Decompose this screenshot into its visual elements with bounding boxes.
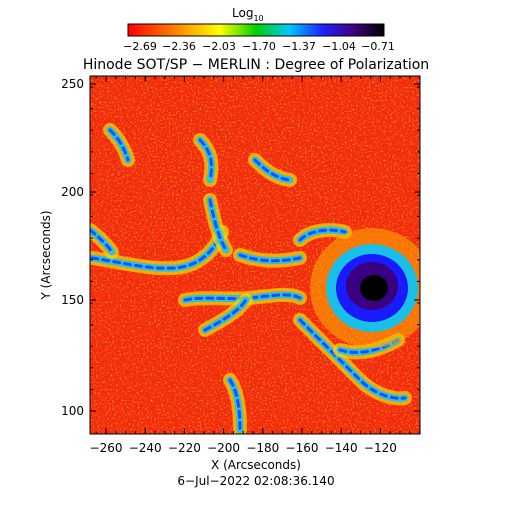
y-tick-label: 150 xyxy=(61,293,84,307)
x-tick-label: −160 xyxy=(286,441,319,455)
y-tick-label: 250 xyxy=(61,77,84,91)
plot-frame xyxy=(89,75,421,435)
x-tick-label: −140 xyxy=(325,441,358,455)
network-lane-peak xyxy=(253,158,292,182)
colorbar-tick-label: −1.37 xyxy=(282,40,316,53)
network-lane-peak xyxy=(298,228,347,242)
x-axis: −260 −240 −220 −200 −180 −160 −140 −120 xyxy=(90,76,421,455)
network-lane-peak xyxy=(90,230,224,270)
colorbar-tick-label: −1.04 xyxy=(322,40,356,53)
x-tick-label: −240 xyxy=(129,441,162,455)
colorbar-tick-label: −2.69 xyxy=(123,40,157,53)
polarization-map xyxy=(90,76,420,434)
colorbar-title: Log10 xyxy=(232,6,264,23)
y-axis-label: Y (Arcseconds) xyxy=(39,210,53,300)
network-lane-peak xyxy=(208,198,228,252)
colorbar-tick-label: −2.36 xyxy=(162,40,196,53)
colorbar-gradient xyxy=(127,23,385,37)
network-lane-peak xyxy=(238,253,302,263)
plot-title: Hinode SOT/SP − MERLIN : Degree of Polar… xyxy=(83,57,429,73)
y-tick-label: 200 xyxy=(61,185,84,199)
x-tick-label: −200 xyxy=(207,441,240,455)
sunspot-core xyxy=(360,275,388,301)
network-lane-peak xyxy=(228,378,242,432)
x-tick-label: −180 xyxy=(246,441,279,455)
colorbar-tick-label: −0.71 xyxy=(361,40,395,53)
x-tick-label: −120 xyxy=(364,441,397,455)
y-axis: 100 150 200 250 xyxy=(61,77,420,418)
network-lane-peak xyxy=(90,228,114,254)
colorbar-tick-label: −1.70 xyxy=(242,40,276,53)
colorbar-tick-label: −2.03 xyxy=(202,40,236,53)
colorbar-tick-labels: −2.69 −2.36 −2.03 −1.70 −1.37 −1.04 −0.71 xyxy=(123,40,395,53)
network-lane-peak xyxy=(298,318,407,400)
network-lane-peak xyxy=(198,138,214,182)
network-lane-peak xyxy=(203,298,248,332)
network-lane-peak xyxy=(108,128,130,162)
x-tick-label: −260 xyxy=(90,441,123,455)
colorbar: Log10 −2.69 −2.36 −2.03 −1.70 −1.37 −1.04 −0.7… xyxy=(123,6,395,53)
y-tick-label: 100 xyxy=(61,404,84,418)
x-tick-label: −220 xyxy=(168,441,201,455)
timestamp: 6−Jul−2022 02:08:36.140 xyxy=(177,474,334,488)
x-axis-label: X (Arcseconds) xyxy=(211,458,301,472)
